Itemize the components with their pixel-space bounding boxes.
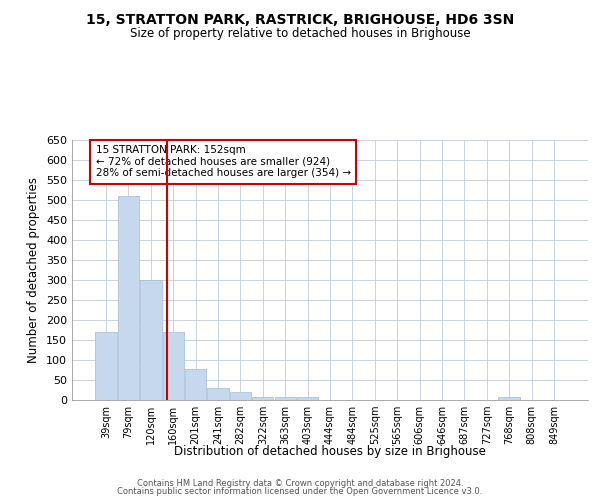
Bar [230,392,251,400]
Bar [208,388,229,400]
Text: Contains public sector information licensed under the Open Government Licence v3: Contains public sector information licen… [118,487,482,496]
Text: 15 STRATTON PARK: 152sqm
← 72% of detached houses are smaller (924)
28% of semi-: 15 STRATTON PARK: 152sqm ← 72% of detach… [95,145,350,178]
Text: Size of property relative to detached houses in Brighouse: Size of property relative to detached ho… [130,28,470,40]
Bar [252,397,274,400]
Bar [297,397,318,400]
Bar [275,397,296,400]
Bar [163,332,184,400]
Bar [140,280,161,400]
Bar [499,397,520,400]
Text: 15, STRATTON PARK, RASTRICK, BRIGHOUSE, HD6 3SN: 15, STRATTON PARK, RASTRICK, BRIGHOUSE, … [86,12,514,26]
Y-axis label: Number of detached properties: Number of detached properties [28,177,40,363]
Bar [185,369,206,400]
Bar [118,196,139,400]
Text: Contains HM Land Registry data © Crown copyright and database right 2024.: Contains HM Land Registry data © Crown c… [137,478,463,488]
Bar [95,332,117,400]
Text: Distribution of detached houses by size in Brighouse: Distribution of detached houses by size … [174,444,486,458]
